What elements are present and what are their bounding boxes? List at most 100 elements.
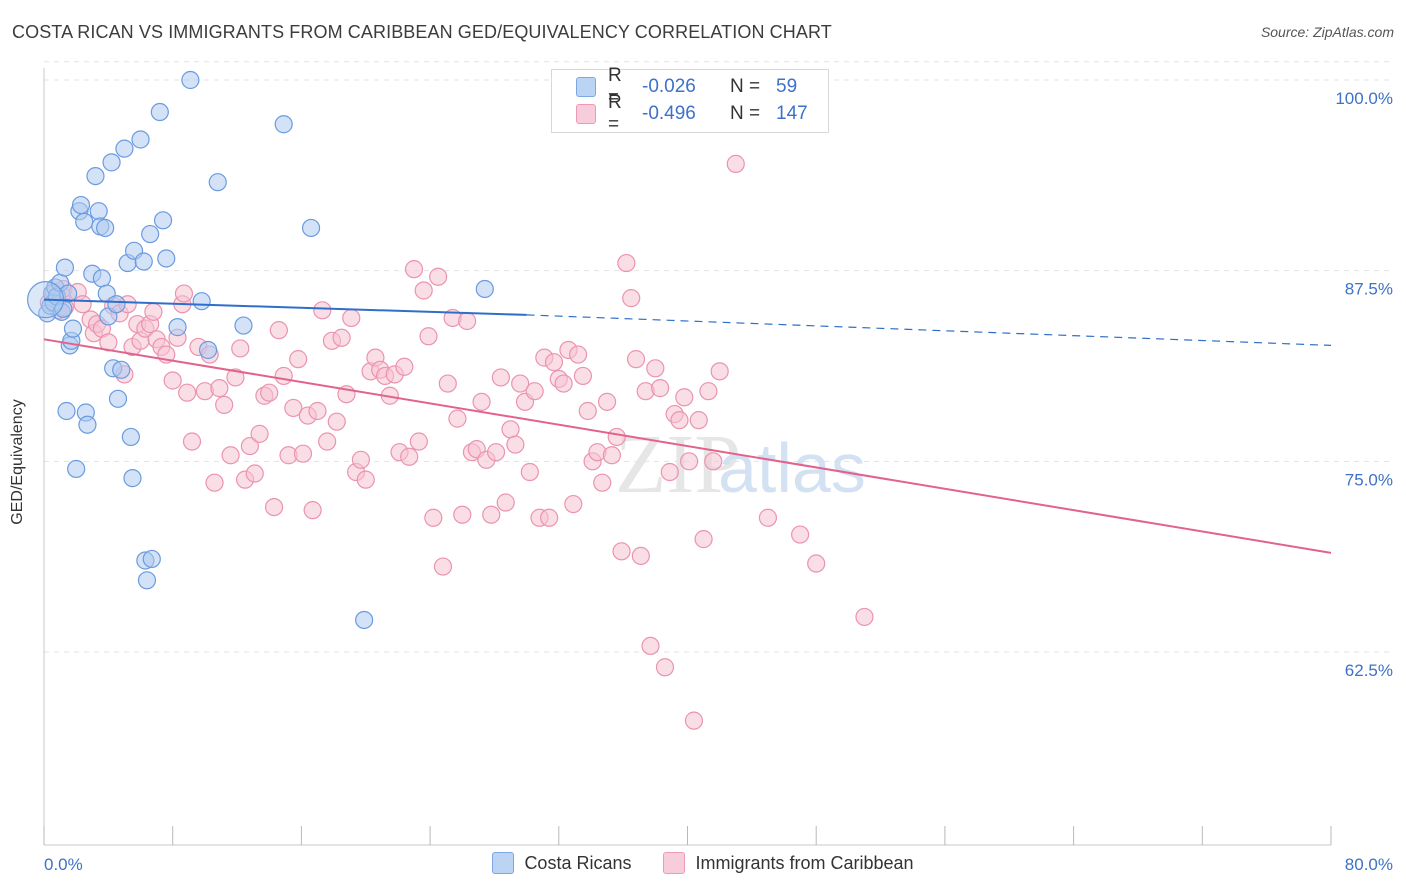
caribbean-point — [332, 328, 351, 347]
source-label: Source: ZipAtlas.com — [1260, 24, 1394, 40]
legend-row-caribbean: R = -0.496 N = 147 — [576, 92, 808, 135]
caribbean-point — [419, 327, 438, 346]
legend-item-caribbean[interactable]: Immigrants from Caribbean — [663, 852, 914, 874]
trend-lines — [43, 298, 1332, 554]
chart-title: COSTA RICAN VS IMMIGRANTS FROM CARIBBEAN… — [12, 22, 832, 42]
caribbean-point — [342, 308, 361, 328]
legend-swatch-blue — [492, 852, 515, 874]
legend-item-costa-ricans[interactable]: Costa Ricans — [492, 852, 631, 874]
caribbean-point — [424, 508, 443, 527]
costa-rican-point — [112, 360, 131, 379]
legend-label-costa-ricans: Costa Ricans — [524, 852, 632, 873]
caribbean-point — [554, 374, 573, 393]
caribbean-point — [684, 711, 704, 730]
caribbean-point — [269, 321, 288, 340]
caribbean-trend-line — [43, 338, 1332, 554]
caribbean-point — [680, 452, 699, 471]
caribbean-point — [178, 383, 197, 402]
costa-rican-point — [57, 401, 76, 421]
caribbean-point — [73, 295, 92, 314]
caribbean-point — [501, 420, 520, 439]
caribbean-point — [617, 253, 636, 273]
costa-rican-point — [75, 212, 94, 231]
costa-rican-point — [121, 427, 140, 447]
caribbean-point — [626, 350, 646, 369]
caribbean-point — [525, 382, 544, 401]
costa-rican-point — [107, 295, 126, 314]
caribbean-point — [597, 392, 617, 411]
caribbean-point — [448, 409, 467, 428]
costa-rican-point — [192, 292, 211, 311]
legend-r-label: R = — [608, 92, 622, 135]
caribbean-point — [482, 505, 501, 524]
caribbean-point — [215, 395, 234, 414]
costa-rican-points — [27, 70, 494, 630]
caribbean-point — [486, 443, 506, 462]
costa-rican-point — [115, 139, 134, 158]
y-tick-label: 75.0% — [1345, 470, 1393, 489]
caribbean-point — [651, 379, 670, 398]
caribbean-point — [670, 411, 689, 430]
legend-swatch-pink — [663, 852, 686, 874]
caribbean-point — [807, 554, 826, 573]
stats-legend: R = -0.026 N = 59 R = -0.496 N = 147 — [551, 65, 829, 135]
caribbean-point — [356, 470, 375, 489]
caribbean-point — [704, 452, 723, 471]
legend-n-value: 147 — [776, 103, 808, 124]
caribbean-point — [221, 446, 240, 465]
caribbean-point — [622, 289, 641, 308]
costa-rican-point — [63, 319, 83, 338]
caribbean-point — [540, 508, 559, 527]
costa-rican-point — [198, 340, 218, 360]
caribbean-point — [564, 494, 583, 514]
caribbean-point — [210, 379, 229, 398]
tick-labels: 62.5% 75.0% 87.5% 100.0% 0.0% 80.0% — [44, 89, 1393, 874]
legend-r-value: -0.026 — [642, 76, 696, 97]
caribbean-point — [699, 382, 718, 401]
caribbean-point — [318, 432, 337, 451]
costa-rican-point — [102, 153, 121, 172]
caribbean-point — [289, 350, 308, 369]
caribbean-point — [694, 530, 713, 549]
caribbean-point — [496, 493, 515, 512]
caribbean-point — [284, 398, 303, 418]
costa-rican-point — [134, 252, 153, 271]
caribbean-point — [453, 505, 472, 524]
caribbean-point — [660, 462, 679, 482]
caribbean-point — [758, 508, 778, 527]
caribbean-point — [293, 444, 313, 463]
caribbean-point — [602, 446, 621, 465]
series-legend: Costa Ricans Immigrants from Caribbean — [0, 852, 1406, 874]
caribbean-point — [327, 412, 346, 431]
grid-lines — [44, 61, 1392, 653]
caribbean-point — [264, 497, 284, 517]
costa-rican-trend-extension — [526, 314, 1332, 347]
caribbean-point — [395, 357, 414, 376]
x-tick-label: 0.0% — [44, 855, 83, 874]
caribbean-point — [250, 424, 269, 443]
costa-rican-point — [123, 469, 142, 488]
caribbean-point — [578, 401, 597, 421]
axes — [43, 68, 1332, 846]
caribbean-points — [39, 154, 874, 730]
costa-rican-point — [168, 318, 187, 337]
caribbean-point — [726, 154, 745, 173]
caribbean-point — [231, 339, 250, 358]
legend-row-costa-ricans: R = -0.026 N = 59 — [576, 65, 797, 108]
caribbean-point — [260, 383, 279, 402]
costa-rican-point — [150, 102, 169, 122]
caribbean-point — [429, 267, 448, 286]
caribbean-point — [404, 260, 424, 279]
costa-rican-point — [108, 389, 128, 408]
caribbean-point — [791, 525, 810, 544]
caribbean-point — [433, 557, 453, 576]
costa-rican-point — [89, 202, 108, 221]
caribbean-point — [544, 353, 564, 372]
legend-label-caribbean: Immigrants from Caribbean — [695, 852, 914, 873]
costa-rican-point — [274, 115, 293, 134]
caribbean-point — [274, 366, 293, 386]
costa-rican-point — [131, 130, 150, 149]
caribbean-point — [491, 368, 510, 387]
caribbean-point — [573, 366, 593, 386]
costa-rican-point — [141, 224, 160, 244]
